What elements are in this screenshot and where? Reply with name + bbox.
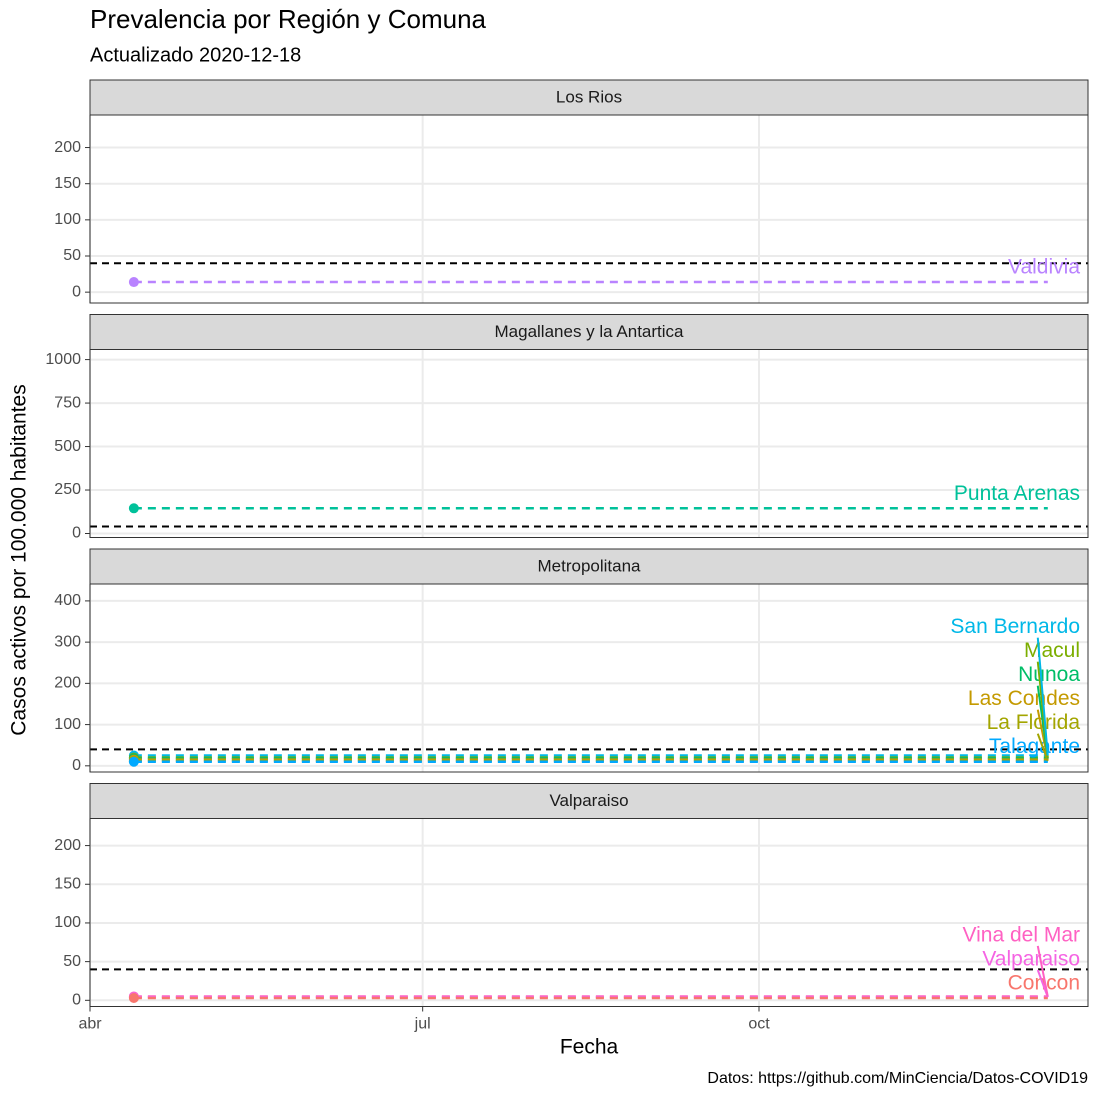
series-label: Las Condes [968,687,1080,710]
series-point [128,277,139,288]
y-tick-label: 100 [54,211,81,228]
y-tick-label: 150 [54,875,81,892]
label-connector [1036,637,1049,756]
y-tick-label: 150 [54,175,81,192]
panel [90,584,1088,772]
y-tick-label: 0 [72,757,81,774]
y-tick-label: 500 [54,438,81,455]
y-tick-label: 1000 [45,351,81,368]
series-point [128,992,139,1003]
y-tick-label: 200 [54,139,81,156]
panel [90,818,1088,1007]
strip-label: Magallanes y la Antartica [495,322,685,341]
series-label: Concon [1008,972,1080,995]
y-tick-label: 250 [54,481,81,498]
y-tick-label: 300 [54,633,81,650]
strip [89,314,1089,350]
x-tick-label: oct [748,1016,770,1033]
panel-border [89,583,1089,773]
chart-title: Prevalencia por Región y Comuna [90,4,487,34]
panel [90,349,1088,538]
y-tick-label: 750 [54,394,81,411]
chart-subtitle: Actualizado 2020-12-18 [90,44,301,66]
x-axis-title: Fecha [560,1036,619,1059]
y-axis-title: Casos activos por 100.000 habitantes [8,384,31,735]
strip-label: Valparaiso [549,791,628,810]
panel-border [89,349,1089,538]
y-tick-label: 400 [54,592,81,609]
y-tick-label: 0 [72,525,81,542]
y-tick-label: 50 [63,953,81,970]
y-tick-label: 200 [54,837,81,854]
series-label: Talagante [989,735,1080,758]
strip [89,79,1089,116]
series-label: Valdivia [1008,256,1080,279]
y-tick-label: 0 [72,992,81,1009]
y-tick-label: 200 [54,675,81,692]
series-label: La Florida [987,711,1081,734]
series-label: San Bernardo [950,615,1080,638]
y-tick-label: 100 [54,914,81,931]
series-point [128,503,139,514]
caption: Datos: https://github.com/MinCiencia/Dat… [707,1070,1088,1087]
series-label: Macul [1024,639,1080,662]
y-tick-label: 50 [63,247,81,264]
series-label: Vina del Mar [962,924,1080,947]
y-tick-label: 0 [72,283,81,300]
panel-border [89,114,1089,304]
panel [90,115,1088,303]
panel-border [89,818,1089,1007]
strip-label: Los Rios [556,87,622,106]
series-point [128,756,139,767]
series-label: Nunoa [1018,663,1080,686]
series-label: Punta Arenas [954,482,1080,505]
series-label: Valparaiso [982,948,1080,971]
x-tick-label: abr [78,1016,102,1033]
label-connector [1036,945,1049,997]
strip [89,548,1089,585]
strip-label: Metropolitana [537,556,641,575]
x-tick-label: jul [414,1016,431,1033]
y-tick-label: 100 [54,716,81,733]
